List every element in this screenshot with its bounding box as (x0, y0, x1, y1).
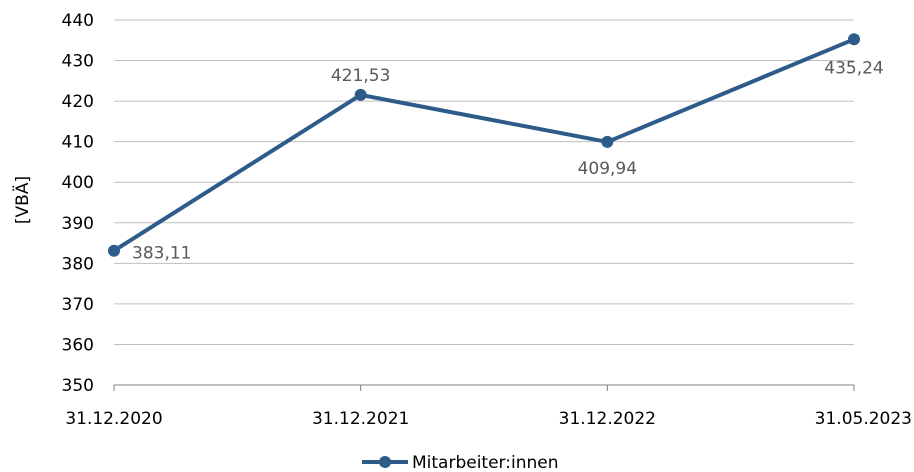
x-tick-label: 31.12.2020 (65, 409, 162, 429)
series-group: 383,11 421,53 409,94 435,24 (108, 33, 884, 264)
y-tick-label: 440 (62, 11, 94, 31)
x-axis: 31.12.2020 31.12.2021 31.12.2022 31.05.2023 (65, 384, 912, 429)
data-label: 435,24 (824, 58, 883, 78)
y-tick-label: 420 (62, 92, 94, 112)
data-point (848, 33, 860, 46)
x-tick-label: 31.12.2021 (312, 409, 409, 429)
legend-label: Mitarbeiter:innen (412, 453, 558, 472)
x-tick-label: 31.12.2022 (559, 409, 656, 429)
y-tick-label: 410 (62, 133, 94, 153)
y-tick-label: 350 (62, 376, 94, 396)
data-label: 383,11 (132, 244, 191, 264)
y-tick-label: 430 (62, 52, 94, 72)
gridlines (114, 19, 854, 345)
legend: Mitarbeiter:innen (362, 453, 558, 472)
data-point (601, 135, 614, 148)
data-point (354, 88, 367, 101)
series-line (112, 37, 855, 253)
data-label: 409,94 (578, 159, 637, 179)
y-tick-label: 390 (62, 214, 94, 234)
y-tick-label: 380 (62, 254, 94, 274)
y-tick-labels: 350 360 370 380 390 400 410 420 430 440 (62, 11, 94, 396)
data-label: 421,53 (331, 66, 390, 86)
x-tick-label: 31.05.2023 (815, 409, 912, 429)
y-tick-label: 370 (62, 295, 94, 315)
legend-point-marker (379, 456, 391, 468)
y-tick-label: 360 (62, 335, 94, 355)
data-point (108, 244, 120, 257)
y-tick-label: 400 (62, 173, 94, 193)
y-axis-title: [VBÄ] (12, 176, 33, 224)
